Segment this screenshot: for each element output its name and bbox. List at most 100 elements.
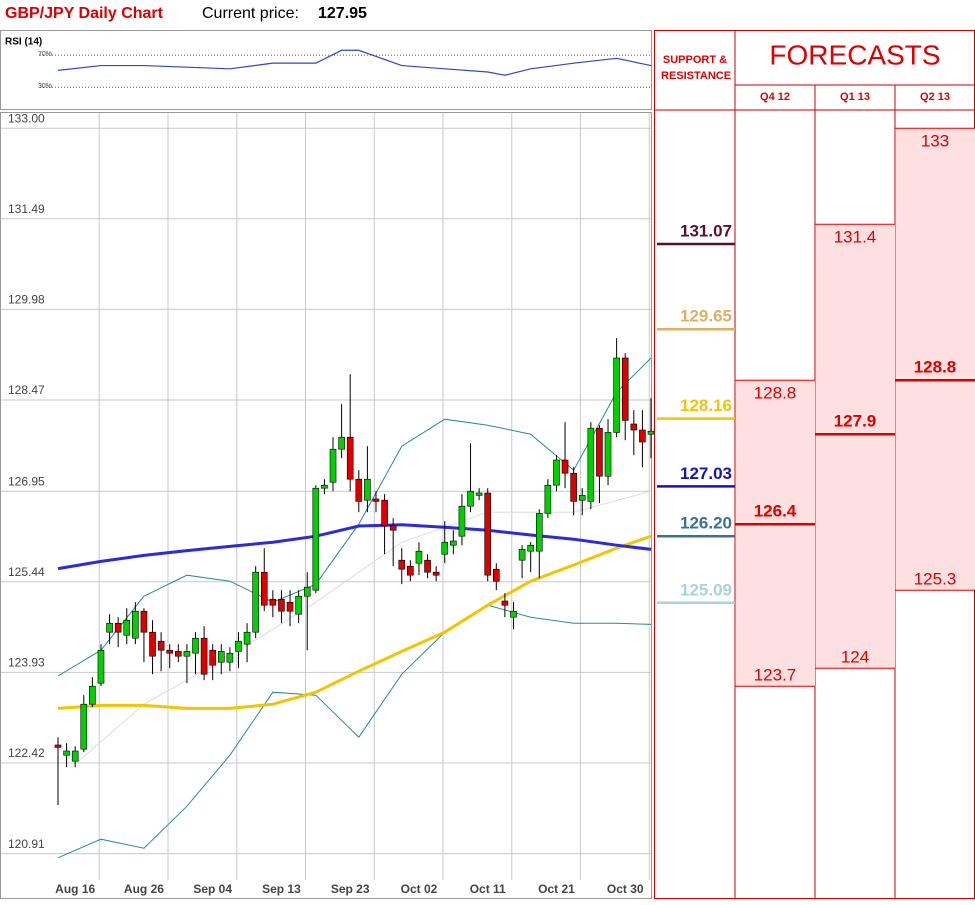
candle-body bbox=[269, 598, 277, 606]
candle-body bbox=[587, 427, 595, 502]
y-tick-label: 133.00 bbox=[8, 111, 45, 125]
overlay-line bbox=[57, 357, 652, 677]
level-label: 126.20 bbox=[680, 514, 732, 533]
candle-body bbox=[570, 472, 577, 502]
candle-body bbox=[355, 478, 363, 502]
column-header: Q2 13 bbox=[920, 91, 950, 103]
candle-body bbox=[364, 478, 371, 501]
overlay-line bbox=[57, 534, 652, 710]
y-tick-label: 122.42 bbox=[8, 746, 45, 760]
column-header: Q4 12 bbox=[760, 91, 790, 103]
forecast-mid-label: 127.9 bbox=[834, 412, 877, 431]
candle-body bbox=[97, 649, 105, 684]
column-header: Q1 13 bbox=[840, 91, 870, 103]
candle-body bbox=[217, 651, 225, 663]
candle-body bbox=[432, 571, 440, 576]
forecast-low-label: 123.7 bbox=[754, 666, 797, 685]
y-tick-label: 30% bbox=[38, 83, 52, 90]
sr-header-box: SUPPORT & RESISTANCE bbox=[661, 54, 731, 82]
candle-body bbox=[114, 622, 122, 633]
overlay-line bbox=[57, 523, 652, 571]
chart-title: GBP/JPY Daily Chart bbox=[5, 5, 164, 22]
forecast-range bbox=[736, 380, 815, 687]
candle-body bbox=[71, 750, 79, 762]
forecast-mid-label: 128.8 bbox=[914, 358, 957, 377]
forecast-low-label: 124 bbox=[841, 648, 869, 667]
candle-body bbox=[183, 651, 191, 657]
candle-body bbox=[467, 490, 474, 507]
candle-body bbox=[235, 640, 242, 652]
x-tick-label: Oct 21 bbox=[538, 882, 575, 896]
candle-body bbox=[484, 492, 492, 576]
x-tick-label: Oct 30 bbox=[607, 882, 644, 896]
y-tick-label: 131.49 bbox=[8, 202, 45, 216]
y-tick-label: 120.91 bbox=[8, 837, 45, 851]
candle-body bbox=[166, 649, 174, 654]
candle-body bbox=[389, 525, 397, 531]
candle-body bbox=[407, 565, 414, 576]
candle-body bbox=[312, 487, 320, 591]
candle-body bbox=[278, 598, 285, 612]
forecast-range bbox=[896, 128, 975, 591]
x-tick-label: Sep 04 bbox=[193, 882, 232, 896]
candle-body bbox=[621, 357, 629, 421]
candle-body bbox=[252, 571, 259, 633]
x-tick-label: Sep 23 bbox=[331, 882, 370, 896]
candle-body bbox=[561, 459, 569, 474]
candle-body bbox=[372, 498, 380, 502]
forecast-high-label: 133 bbox=[921, 132, 949, 151]
candle-body bbox=[441, 541, 449, 555]
candle-body bbox=[424, 559, 431, 573]
level-label: 125.09 bbox=[680, 580, 732, 599]
level-label: 129.65 bbox=[680, 307, 732, 326]
rsi-line bbox=[57, 49, 652, 76]
candle-body bbox=[415, 550, 423, 564]
candle-body bbox=[535, 513, 543, 552]
candle-body bbox=[596, 427, 603, 477]
candle-body bbox=[381, 499, 388, 527]
y-tick-label: 129.98 bbox=[8, 293, 45, 307]
candle-body bbox=[510, 610, 517, 618]
forecast-high-label: 131.4 bbox=[834, 228, 877, 247]
candle-body bbox=[398, 559, 406, 570]
candle-body bbox=[106, 622, 113, 633]
x-tick-label: Sep 13 bbox=[262, 882, 301, 896]
y-tick-label: 125.44 bbox=[8, 565, 45, 579]
y-tick-label: 126.95 bbox=[8, 474, 45, 488]
candle-body bbox=[346, 436, 354, 480]
x-tick-label: Aug 26 bbox=[124, 882, 164, 896]
forecast-high-label: 128.8 bbox=[754, 384, 797, 403]
candle-body bbox=[209, 649, 216, 666]
overlay-line bbox=[74, 490, 652, 765]
candle-body bbox=[175, 651, 182, 657]
candle-body bbox=[458, 505, 466, 537]
level-label: 128.16 bbox=[680, 396, 732, 415]
candle-body bbox=[475, 492, 483, 496]
candle-body bbox=[450, 540, 457, 546]
overlay-line bbox=[57, 604, 652, 859]
chart-frame bbox=[0, 112, 652, 899]
candle-body bbox=[578, 495, 586, 501]
y-tick-label: 123.93 bbox=[8, 656, 45, 670]
candle-body bbox=[321, 484, 328, 489]
x-tick-label: Oct 11 bbox=[470, 882, 506, 896]
candle-body bbox=[639, 429, 646, 443]
candle-body bbox=[226, 652, 234, 663]
x-tick-label: Oct 02 bbox=[401, 882, 438, 896]
rsi-frame bbox=[0, 30, 652, 110]
candle-body bbox=[295, 595, 302, 615]
candle-body bbox=[157, 640, 165, 651]
candle-body bbox=[89, 685, 96, 705]
candle-body bbox=[553, 459, 560, 486]
candle-body bbox=[286, 601, 294, 612]
candle-body bbox=[80, 703, 88, 750]
candle-body bbox=[338, 436, 345, 450]
candle-body bbox=[192, 637, 199, 654]
candle-body bbox=[493, 568, 500, 582]
candle-body bbox=[613, 357, 620, 433]
candle-body bbox=[149, 631, 156, 657]
candle-body bbox=[501, 600, 509, 606]
price: 127.95 bbox=[318, 5, 367, 22]
candle-body bbox=[54, 744, 62, 748]
